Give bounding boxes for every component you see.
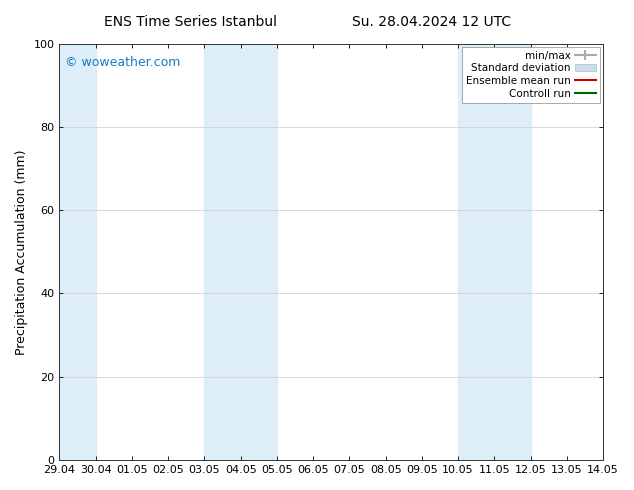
Bar: [204, 44, 277, 460]
Text: ENS Time Series Istanbul: ENS Time Series Istanbul: [104, 15, 276, 29]
Text: Su. 28.04.2024 12 UTC: Su. 28.04.2024 12 UTC: [352, 15, 510, 29]
Y-axis label: Precipitation Accumulation (mm): Precipitation Accumulation (mm): [15, 149, 28, 355]
Text: © woweather.com: © woweather.com: [65, 56, 180, 69]
Legend: min/max, Standard deviation, Ensemble mean run, Controll run: min/max, Standard deviation, Ensemble me…: [462, 47, 600, 103]
Bar: [458, 44, 531, 460]
Bar: [60, 44, 96, 460]
